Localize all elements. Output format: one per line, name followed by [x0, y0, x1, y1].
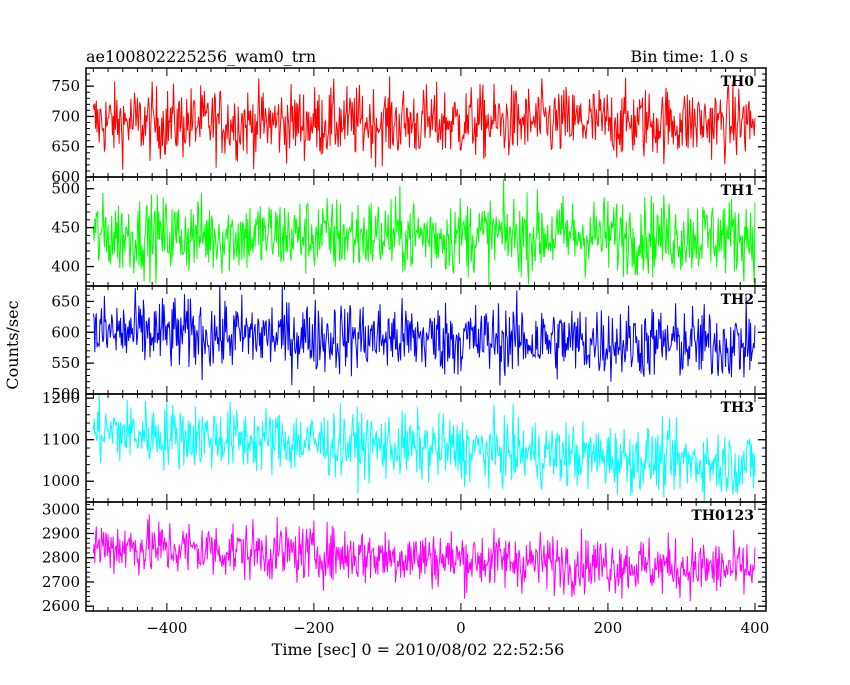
- x-tick-label: 0: [456, 619, 466, 637]
- y-tick-label: 700: [51, 107, 80, 125]
- y-tick-label: 650: [51, 138, 80, 156]
- y-tick-label: 500: [51, 180, 80, 198]
- y-tick-label: 2600: [42, 597, 80, 615]
- y-tick-label: 550: [51, 354, 80, 372]
- panel-th1: 400 450 500 TH1: [51, 176, 767, 287]
- y-axis-label: Counts/sec: [3, 300, 22, 389]
- observation-id-title: ae100802225256_wam0_trn: [86, 47, 316, 66]
- panel-label: TH1: [721, 183, 754, 199]
- y-tick-label: 500: [51, 385, 80, 403]
- y-tick-label: 3000: [42, 500, 80, 518]
- y-tick-label: 400: [51, 258, 80, 276]
- y-tick-label: 750: [51, 77, 80, 95]
- panel-label: TH0: [721, 74, 755, 90]
- series-line-th1: [92, 179, 756, 286]
- y-tick-label: 2700: [42, 573, 80, 591]
- y-tick-label: 1000: [42, 472, 80, 490]
- panels-group: 600 650 700 750 TH0 400 450 500 TH1 500 550 600 650 T…: [42, 67, 770, 637]
- y-tick-label: 1100: [42, 431, 80, 449]
- y-tick-label: 2900: [42, 524, 80, 542]
- series-line-th0: [92, 76, 756, 170]
- series-line-th3: [92, 394, 756, 502]
- panel-label: TH2: [721, 292, 754, 308]
- series-line-th2: [92, 286, 756, 386]
- panel-label: TH0123: [691, 508, 754, 524]
- panel-label: TH3: [721, 400, 754, 416]
- y-tick-label: 600: [51, 168, 80, 186]
- y-tick-label: 1200: [42, 389, 80, 407]
- x-tick-label: 200: [594, 619, 623, 637]
- panel-frame: [85, 501, 767, 612]
- panel-th0123: 2600 2700 2800 2900 3000 TH0123: [42, 500, 767, 615]
- panel-th2: 500 550 600 650 TH2: [51, 285, 767, 403]
- x-tick-label: −200: [293, 619, 334, 637]
- series-line-th0123: [92, 514, 756, 602]
- panel-th0: 600 650 700 750 TH0: [51, 67, 767, 186]
- y-tick-label: 450: [51, 219, 80, 237]
- panel-th3: 1000 1100 1200 TH3: [42, 389, 767, 503]
- y-tick-label: 600: [51, 323, 80, 341]
- x-axis-label: Time [sec] 0 = 2010/08/02 22:52:56: [272, 640, 565, 659]
- bin-time-title: Bin time: 1.0 s: [630, 47, 748, 66]
- x-tick-label: 400: [741, 619, 770, 637]
- y-tick-label: 650: [51, 292, 80, 310]
- x-tick-label: −400: [146, 619, 187, 637]
- y-tick-label: 2800: [42, 549, 80, 567]
